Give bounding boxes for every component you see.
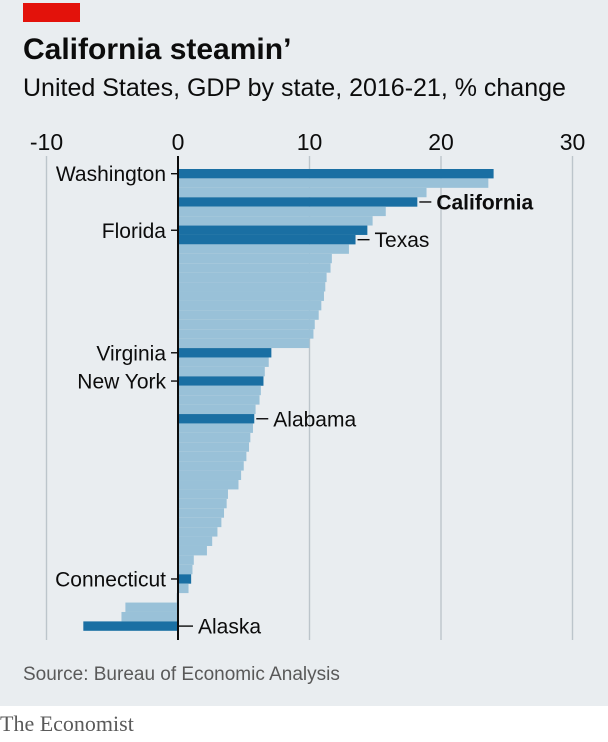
state-label: Alabama: [273, 408, 356, 431]
bar: [178, 263, 331, 273]
bar: [178, 423, 253, 433]
state-label: Alaska: [198, 616, 261, 639]
bar: [178, 461, 244, 471]
highlighted-bar: [178, 574, 192, 584]
bar: [125, 602, 178, 612]
chart-panel: [0, 0, 608, 706]
brand-red-tag: [23, 3, 80, 22]
bar: [178, 480, 239, 490]
publisher-logo: The Economist: [0, 711, 134, 736]
highlighted-bar: [178, 197, 418, 207]
bar-chart: -10 0 10 20 30 Washington California Florida Tex…: [30, 129, 586, 640]
bar: [178, 404, 256, 415]
bar: [178, 564, 193, 575]
bar: [178, 470, 242, 480]
highlighted-bar: [178, 225, 368, 235]
state-label: Florida: [102, 220, 167, 243]
state-label: Texas: [375, 229, 430, 252]
x-tick-label: 10: [297, 129, 323, 155]
bar: [178, 536, 213, 546]
highlighted-bar: [178, 234, 356, 245]
highlighted-bar: [178, 169, 494, 179]
bar: [178, 546, 207, 556]
bar: [178, 244, 349, 254]
bar: [178, 272, 327, 283]
highlighted-bar: [178, 348, 272, 358]
x-tick-label: 30: [560, 129, 586, 155]
bar: [178, 300, 322, 311]
state-label: New York: [77, 371, 166, 394]
state-label: Washington: [56, 163, 166, 186]
bar: [178, 291, 324, 301]
state-label: Virginia: [96, 342, 166, 365]
bar: [178, 583, 189, 594]
bar: [178, 366, 265, 377]
bar: [178, 489, 228, 499]
bar: [178, 338, 310, 349]
bar: [178, 527, 218, 537]
bar: [178, 206, 386, 217]
source-note: Source: Bureau of Economic Analysis: [23, 664, 340, 685]
bar: [178, 432, 251, 443]
bar: [178, 451, 247, 462]
bar: [178, 395, 260, 405]
x-tick-label: 20: [428, 129, 454, 155]
highlighted-bar: [83, 621, 178, 631]
x-tick-label: -10: [30, 129, 63, 155]
bar: [178, 329, 314, 339]
bar: [178, 178, 489, 188]
chart-subtitle: United States, GDP by state, 2016-21, % …: [23, 74, 566, 102]
bar: [178, 385, 261, 396]
bar: [178, 517, 222, 528]
bar: [178, 310, 319, 320]
chart-title: California steamin’: [23, 33, 292, 66]
bar: [178, 555, 194, 565]
bar: [178, 216, 373, 226]
bar: [178, 508, 225, 518]
state-label: Connecticut: [55, 568, 166, 591]
bar: [178, 357, 269, 367]
bar: [178, 498, 227, 509]
bar: [178, 253, 332, 264]
highlighted-bar: [178, 376, 264, 386]
bar: [178, 319, 315, 330]
highlighted-bar: [178, 414, 255, 424]
bar: [178, 442, 250, 452]
bar: [121, 611, 178, 622]
bar: [178, 282, 326, 292]
x-tick-label: 0: [172, 129, 185, 155]
state-label: California: [436, 191, 533, 214]
bar: [178, 187, 427, 198]
